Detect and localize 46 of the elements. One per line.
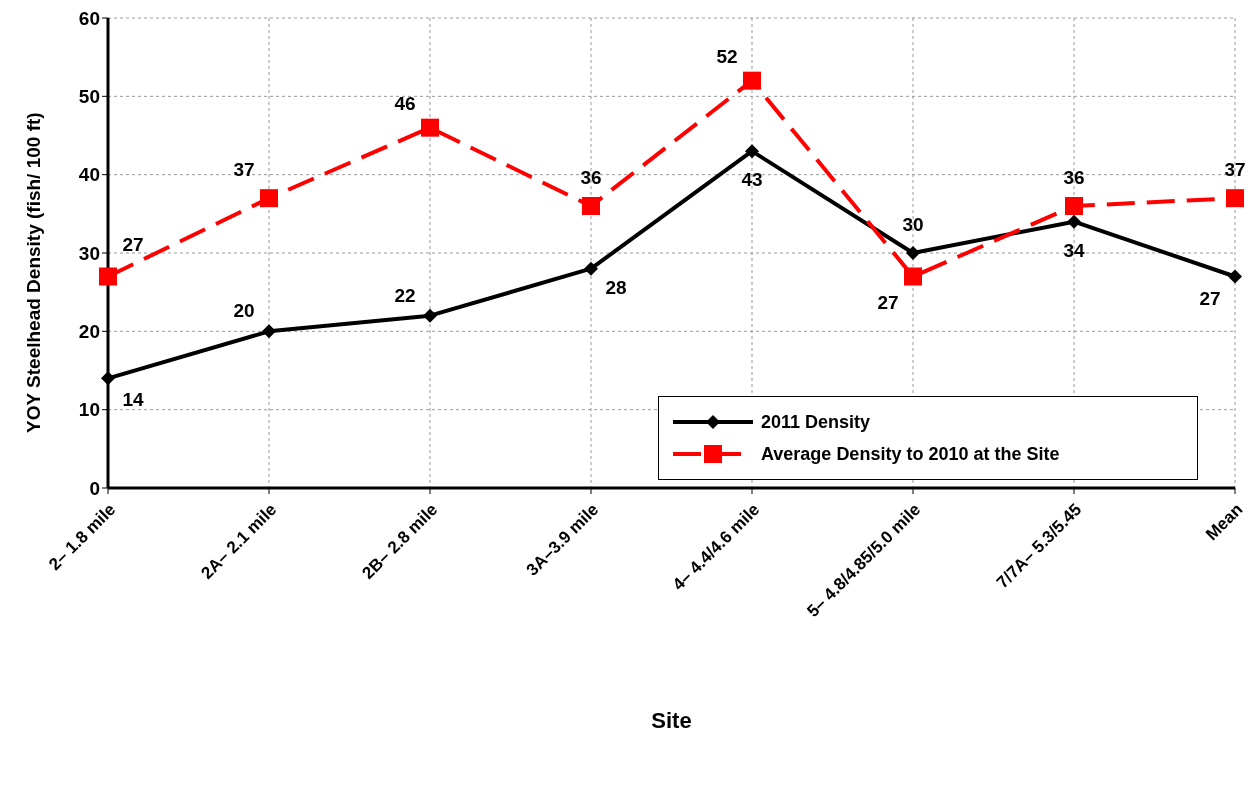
y-tick-label: 20	[78, 321, 100, 343]
y-tick-label: 50	[78, 86, 100, 108]
y-tick-label: 10	[78, 399, 100, 421]
data-label: 28	[605, 276, 627, 298]
y-axis-title: YOY Steelhead Density (fish/ 100 ft)	[22, 112, 44, 433]
point	[423, 308, 437, 323]
data-label: 14	[122, 389, 144, 411]
point	[743, 71, 761, 90]
point	[1226, 189, 1244, 208]
point	[101, 371, 115, 386]
point	[421, 118, 439, 137]
data-label: 22	[394, 284, 416, 306]
data-label: 30	[902, 214, 924, 235]
point	[1065, 197, 1083, 215]
data-label: 43	[741, 169, 763, 191]
data-label: 27	[1199, 287, 1221, 309]
x-tick-label: 2A– 2.1 mile	[197, 499, 281, 583]
data-label: 37	[233, 159, 255, 181]
data-label: 34	[1063, 239, 1085, 261]
x-tick-label: 2B– 2.8 mile	[358, 499, 442, 583]
point	[745, 144, 759, 159]
point	[260, 189, 278, 208]
data-label: 37	[1224, 159, 1246, 181]
data-label: 36	[1063, 167, 1085, 188]
y-tick-label: 60	[78, 7, 100, 29]
y-tick-label: 40	[78, 164, 100, 186]
point	[904, 267, 922, 286]
y-tick-label: 30	[78, 242, 100, 264]
x-axis-title: Site	[651, 708, 692, 733]
legend-label: Average Density to 2010 at the Site	[761, 443, 1060, 465]
point	[99, 267, 117, 286]
legend-label: 2011 Density	[761, 411, 871, 433]
data-label: 36	[580, 167, 602, 188]
data-label: 20	[233, 300, 255, 322]
point	[906, 246, 920, 260]
point	[1228, 269, 1242, 284]
point	[1067, 214, 1081, 229]
point	[262, 324, 276, 339]
data-label: 27	[122, 233, 144, 255]
data-label: 52	[716, 45, 738, 67]
data-label: 27	[877, 291, 899, 313]
point	[582, 197, 600, 215]
point	[584, 261, 598, 276]
x-tick-label: 2– 1.8 mile	[45, 499, 120, 575]
y-tick-label: 0	[89, 477, 100, 499]
data-label: 46	[394, 92, 416, 114]
